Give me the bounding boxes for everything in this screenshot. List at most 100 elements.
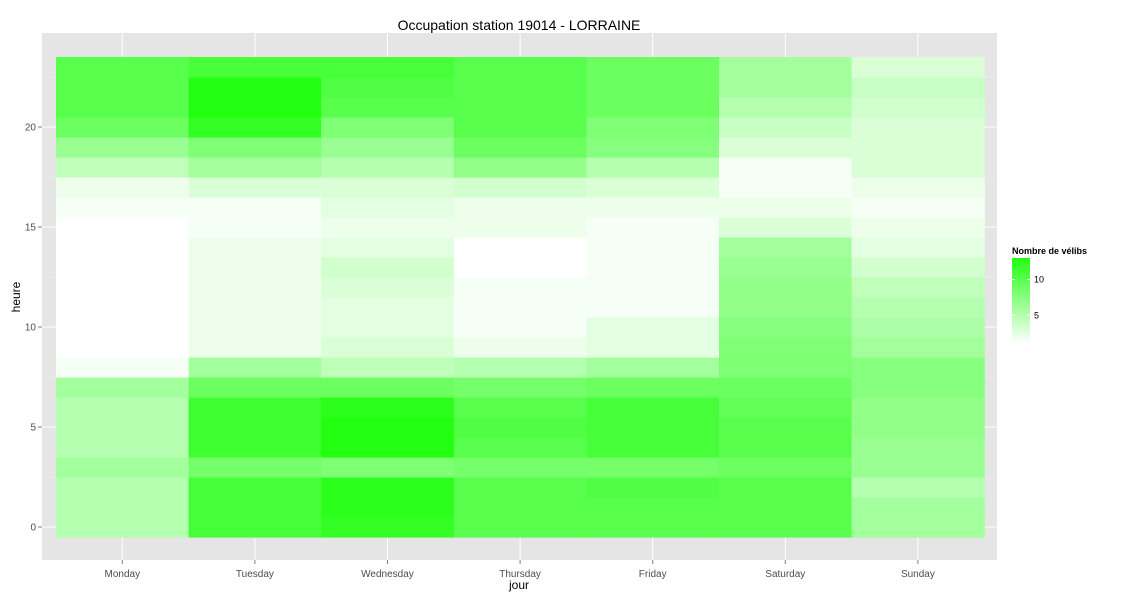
heatmap-tile — [719, 297, 853, 318]
heatmap-tile — [188, 237, 322, 258]
heatmap-tile — [851, 477, 985, 498]
heatmap-tile — [56, 437, 190, 458]
heatmap-tile — [719, 57, 853, 78]
heatmap-tile — [851, 117, 985, 138]
chart-title: Occupation station 19014 - LORRAINE — [398, 17, 641, 33]
x-tick-label: Wednesday — [361, 569, 414, 580]
heatmap-tile — [586, 177, 720, 198]
heatmap-tile — [321, 297, 455, 318]
heatmap-tile — [719, 97, 853, 118]
heatmap-tile — [586, 337, 720, 358]
heatmap-tile — [321, 377, 455, 398]
heatmap-tile — [453, 437, 587, 458]
heatmap-tile — [453, 217, 587, 238]
heatmap-tile — [188, 317, 322, 338]
x-tick-label: Monday — [105, 569, 141, 580]
heatmap-tile — [56, 477, 190, 498]
legend: Nombre de vélibs 5 10 — [1012, 246, 1087, 344]
heatmap-tile — [188, 97, 322, 118]
heatmap-tile — [851, 417, 985, 438]
heatmap-tile — [851, 397, 985, 418]
heatmap-tile — [586, 157, 720, 178]
heatmap-tile — [188, 417, 322, 438]
heatmap-tile — [453, 337, 587, 358]
heatmap-tile — [719, 417, 853, 438]
heatmap-tile — [188, 157, 322, 178]
heatmap-tile — [586, 277, 720, 298]
heatmap-tile — [586, 117, 720, 138]
heatmap-tile — [188, 197, 322, 218]
heatmap-tile — [453, 497, 587, 518]
heatmap-tile — [321, 477, 455, 498]
heatmap-tile — [321, 457, 455, 478]
heatmap-tile — [188, 57, 322, 78]
heatmap-tile — [188, 277, 322, 298]
heatmap-tile — [719, 197, 853, 218]
heatmap-tile — [453, 317, 587, 338]
heatmap-tile — [453, 257, 587, 278]
heatmap-tile — [56, 97, 190, 118]
heatmap-tile — [188, 137, 322, 158]
heatmap-tile — [321, 177, 455, 198]
heatmap-tile — [321, 117, 455, 138]
heatmap-tile — [56, 377, 190, 398]
heatmap-tile — [188, 477, 322, 498]
heatmap-tile — [586, 377, 720, 398]
heatmap-tile — [56, 397, 190, 418]
heatmap-tile — [453, 417, 587, 438]
y-tick-label: 20 — [25, 123, 37, 134]
heatmap-tile — [851, 437, 985, 458]
heatmap-tile — [321, 437, 455, 458]
heatmap-tile — [586, 77, 720, 98]
heatmap-tile — [586, 257, 720, 278]
heatmap-tile — [321, 77, 455, 98]
heatmap-tile — [56, 417, 190, 438]
heatmap-tile — [453, 97, 587, 118]
heatmap-tile — [851, 317, 985, 338]
heatmap-tile — [586, 457, 720, 478]
heatmap-tile — [188, 497, 322, 518]
heatmap-tile — [719, 457, 853, 478]
heatmap-tile — [321, 517, 455, 538]
heatmap-tile — [321, 317, 455, 338]
y-tick-label: 15 — [25, 223, 37, 234]
heatmap-tile — [719, 77, 853, 98]
heatmap-tile — [453, 277, 587, 298]
heatmap-tile — [453, 157, 587, 178]
heatmap-tile — [453, 77, 587, 98]
heatmap-tile — [719, 437, 853, 458]
y-tick-label: 10 — [25, 323, 37, 334]
heatmap-tile — [851, 197, 985, 218]
y-axis: 0 5 10 15 20 — [25, 123, 42, 534]
heatmap-tile — [851, 77, 985, 98]
heatmap-tile — [56, 297, 190, 318]
heatmap-tile — [719, 157, 853, 178]
heatmap-tile — [321, 57, 455, 78]
heatmap-tile — [188, 517, 322, 538]
heatmap-tile — [851, 457, 985, 478]
heatmap-tile — [321, 97, 455, 118]
heatmap-tile — [586, 217, 720, 238]
heatmap-tile — [719, 117, 853, 138]
heatmap-tile — [188, 457, 322, 478]
heatmap-tile — [56, 357, 190, 378]
heatmap-tile — [321, 257, 455, 278]
heatmap-tile — [56, 337, 190, 358]
heatmap-tile — [586, 417, 720, 438]
heatmap-tile — [453, 377, 587, 398]
heatmap-tile — [719, 517, 853, 538]
heatmap-tile — [56, 217, 190, 238]
heatmap-tile — [453, 197, 587, 218]
heatmap-tile — [56, 77, 190, 98]
heatmap-tile — [851, 97, 985, 118]
heatmap-tile — [586, 397, 720, 418]
heatmap-tile — [56, 317, 190, 338]
heatmap-tile — [453, 237, 587, 258]
heatmap-tile — [851, 57, 985, 78]
heatmap-tile — [851, 377, 985, 398]
heatmap-tile — [188, 437, 322, 458]
heatmap-tile — [851, 237, 985, 258]
heatmap-tile — [586, 317, 720, 338]
heatmap-tile — [188, 337, 322, 358]
heatmap-tile — [56, 57, 190, 78]
